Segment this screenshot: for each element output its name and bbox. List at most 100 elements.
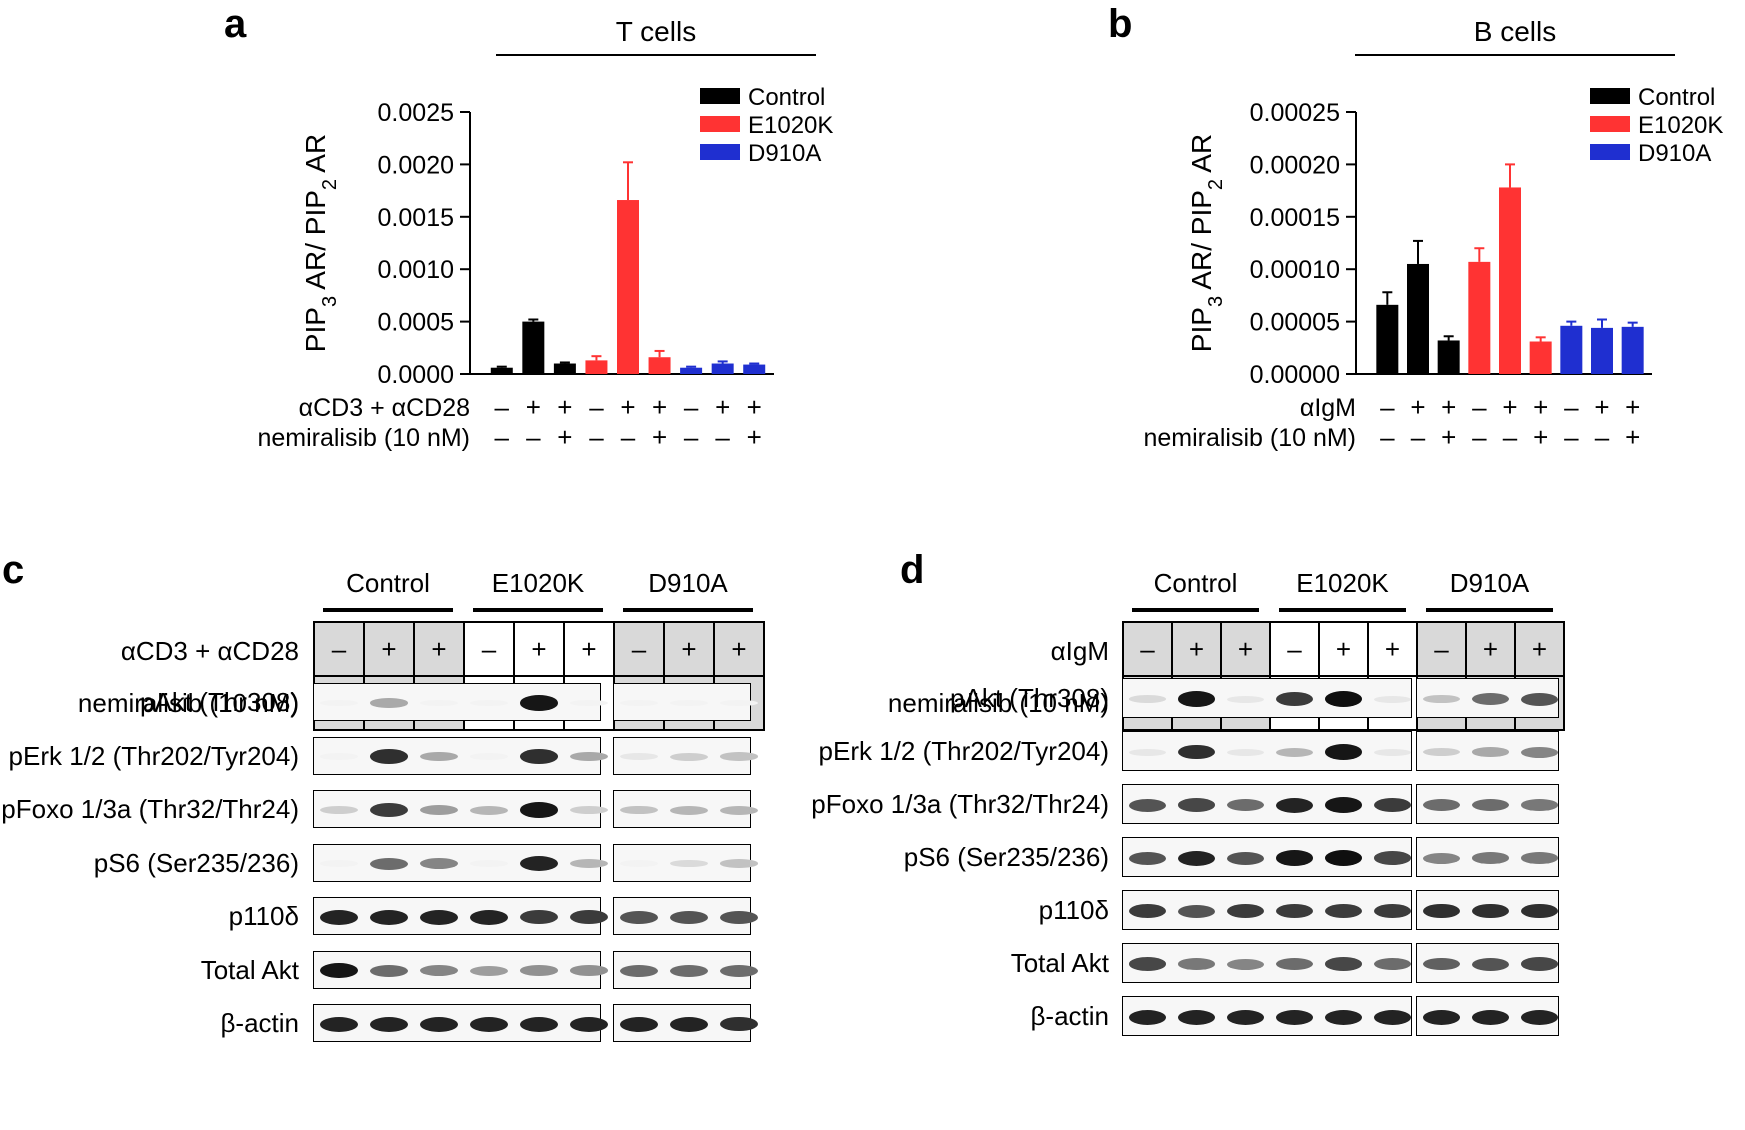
blot-band [1129, 798, 1166, 812]
blot-strip [1122, 837, 1412, 877]
condition-sign: + [747, 392, 762, 422]
blot-band [1178, 1009, 1215, 1025]
stim-sign: + [1318, 621, 1369, 677]
blot-strip [1122, 890, 1412, 930]
blot-band [1374, 798, 1411, 812]
blot-band [1374, 1009, 1411, 1025]
condition-sign: + [747, 422, 762, 452]
blot-band [1129, 695, 1166, 703]
legend-label: E1020K [1638, 112, 1723, 139]
condition-sign: – [1503, 422, 1518, 452]
blot-group-label: D910A [1449, 568, 1530, 598]
blot-strip [613, 790, 758, 828]
blot-band [370, 909, 408, 925]
blot-row-label: pS6 (Ser235/236) [93, 847, 299, 878]
blot-strip [1122, 731, 1412, 771]
legend-swatch [700, 144, 740, 160]
y-tick-label: 0.0020 [378, 151, 454, 179]
blot-band [1178, 958, 1215, 970]
blot-strip [1122, 996, 1412, 1036]
blot-strip [313, 843, 608, 882]
blot-row-label: pAkt (Thr308) [140, 687, 299, 717]
blot-band [470, 753, 508, 760]
blot-band [1129, 904, 1166, 918]
bar [522, 321, 545, 374]
blot-strip [1122, 943, 1412, 983]
stim-sign: + [1171, 621, 1222, 677]
blot-band [420, 909, 458, 925]
blot-band [420, 699, 458, 707]
legend-swatch [1590, 88, 1630, 104]
blot-band [720, 752, 758, 761]
blot-band [1227, 748, 1264, 756]
panel-letter-d: d [900, 548, 925, 592]
condition-sign: – [715, 422, 730, 452]
y-tick-label: 0.00020 [1250, 151, 1340, 179]
blot-band [1129, 851, 1166, 865]
bar [680, 367, 703, 374]
blot-band [1472, 747, 1509, 757]
blot-band [1276, 904, 1313, 918]
blot-strip [1416, 678, 1559, 718]
condition-sign: + [652, 392, 667, 422]
blot-strip [613, 683, 758, 721]
blot-band [1423, 1009, 1460, 1025]
condition-sign: + [715, 392, 730, 422]
panel-letter-c: c [2, 548, 25, 592]
blot-row-label: pErk 1/2 (Thr202/Tyr204) [818, 736, 1109, 766]
bar [1407, 263, 1429, 374]
blot-band [1178, 744, 1215, 760]
condition-sign: – [1595, 422, 1610, 452]
blot-band [620, 964, 658, 977]
legend-swatch [1590, 144, 1630, 160]
blot-band [1276, 1009, 1313, 1025]
blot-band [1227, 799, 1264, 811]
blot-band [670, 910, 708, 924]
blot-band [1178, 904, 1215, 918]
stim-sign: – [1269, 621, 1320, 677]
blot-group-rule [323, 608, 453, 612]
condition-sign: – [589, 392, 604, 422]
blot-group-rule [473, 608, 603, 612]
blot-band [370, 964, 408, 977]
blot-band [1276, 958, 1313, 970]
blot-strip [613, 950, 758, 989]
stim-sign: + [1465, 621, 1516, 677]
condition-sign: + [1502, 392, 1517, 422]
condition-sign: + [526, 392, 541, 422]
blot-band [1472, 957, 1509, 971]
blot-band [570, 965, 608, 976]
legend-label: Control [748, 84, 825, 111]
blot-band [620, 805, 658, 815]
blot-row-label: p110δ [1038, 895, 1109, 925]
stim-sign: + [713, 621, 765, 677]
blot-band [1227, 851, 1264, 865]
condition-sign: + [1625, 422, 1640, 452]
blot-band [1325, 691, 1362, 707]
stim-label: αIgM [1050, 636, 1109, 666]
chart-a: 0.0000 0.0005 0.0010 0.0015 0.0020 0.0025 PIP3… [257, 84, 833, 452]
blot-band [1423, 852, 1460, 864]
blot-band [1178, 691, 1215, 707]
blot-band [1178, 850, 1215, 866]
blot-strip [313, 1004, 608, 1042]
panel-letter-b: b [1108, 2, 1133, 46]
bar [585, 360, 608, 374]
stim-sign: + [1514, 621, 1565, 677]
blot-strip [613, 897, 758, 935]
blot-band [420, 751, 458, 762]
bar [1591, 327, 1613, 374]
blot-band [370, 1016, 408, 1032]
blot-band [570, 1016, 608, 1032]
chart-b-title-rule [1355, 54, 1675, 56]
condition-sign: – [621, 422, 636, 452]
blot-group-label: Control [1153, 568, 1238, 598]
blot-band [620, 753, 658, 760]
y-tick-label: 0.00010 [1250, 256, 1340, 284]
condition-sign: – [495, 392, 510, 422]
blot-panel-d: ControlE1020KD910A–++–++–++––+––+––+αIgM… [811, 540, 1745, 1130]
blot-band [1521, 903, 1558, 919]
blot-group-rule [1426, 608, 1553, 612]
inhib-label: nemiralisib (10 nM) [887, 688, 1109, 718]
condition-sign: – [1472, 392, 1487, 422]
